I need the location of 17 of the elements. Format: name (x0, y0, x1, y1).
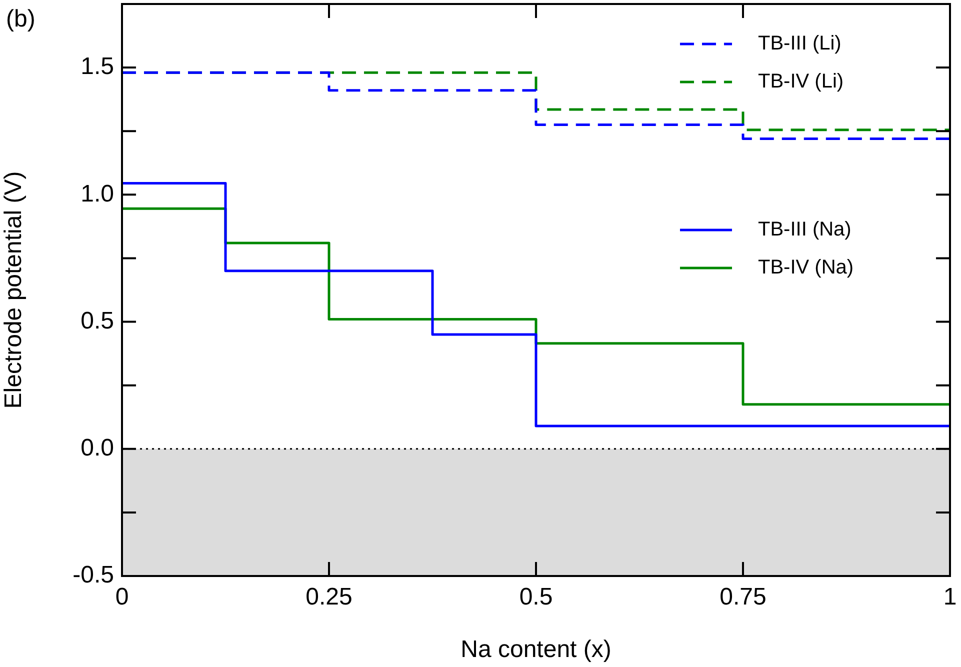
x-axis-title: Na content (x) (460, 636, 612, 664)
text: (b) (6, 6, 36, 33)
y-tick-label: -0.5 (72, 562, 114, 589)
x-tick-label: 0.75 (720, 584, 766, 611)
legend-label: TB-IV (Li) (758, 70, 844, 93)
y-tick-label: 1.0 (80, 180, 114, 208)
x-tick-label: 1 (943, 584, 957, 611)
y-axis-title: Electrode potential (V) (0, 171, 28, 409)
x-tick-label: 0.25 (306, 584, 352, 611)
legend-label: TB-III (Na) (758, 218, 852, 241)
legend-label: TB-IV (Na) (758, 256, 854, 279)
legend-label: TB-III (Li) (758, 32, 842, 55)
x-tick-label: 0 (115, 584, 129, 611)
y-tick-label: 1.5 (80, 53, 114, 80)
x-tick-label: 0.5 (519, 584, 553, 611)
y-tick-label: 0.5 (80, 307, 114, 334)
y-tick-label: 0.0 (80, 434, 114, 462)
